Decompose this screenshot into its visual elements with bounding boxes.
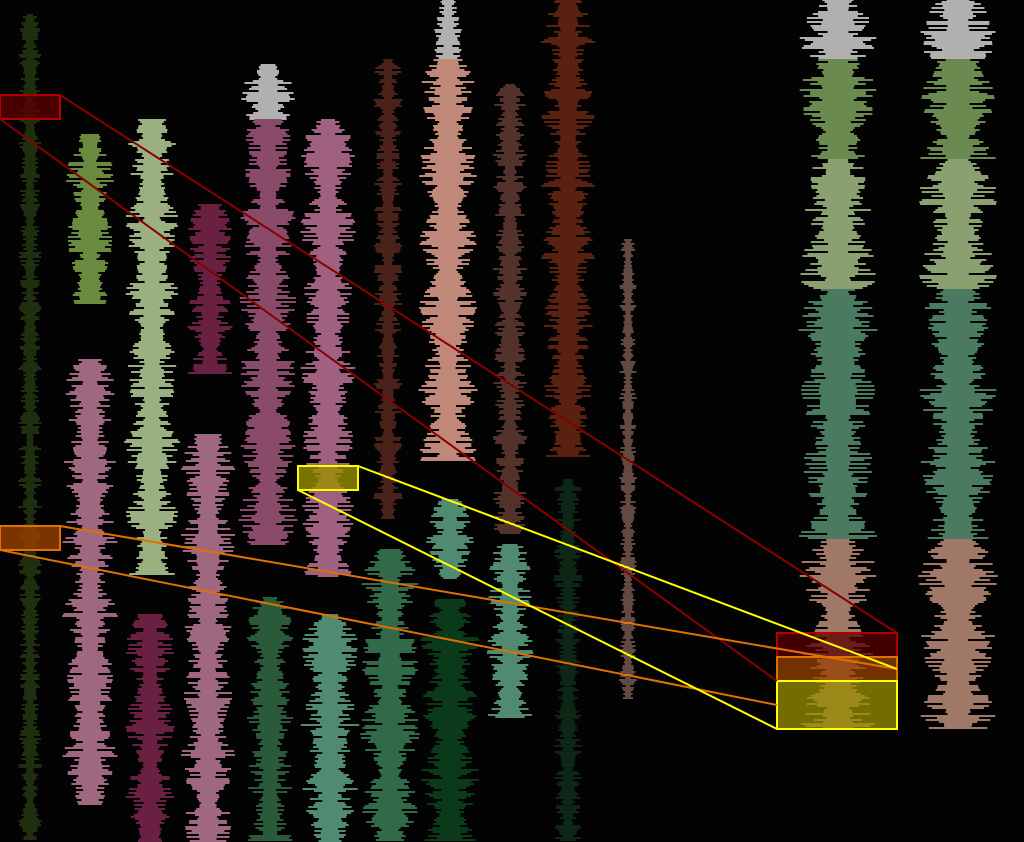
waveform-track-9 bbox=[434, 0, 462, 59]
waveform-track-3 bbox=[124, 119, 180, 575]
overview-column-2-segment-3 bbox=[919, 159, 997, 289]
waveform-track-2 bbox=[66, 134, 114, 304]
waveform-track-12 bbox=[540, 0, 596, 457]
overview-column-1-segment-4 bbox=[798, 289, 878, 539]
zoom-box-red[interactable] bbox=[776, 632, 898, 658]
waveform-track-14 bbox=[62, 359, 118, 805]
waveform-track-16 bbox=[181, 434, 235, 842]
waveform-track-10 bbox=[418, 59, 478, 461]
connector-yellow-bottom bbox=[297, 489, 778, 730]
overview-column-2-segment-1 bbox=[920, 0, 996, 59]
zoom-box-yellow[interactable] bbox=[776, 680, 898, 730]
overview-column-1-segment-3 bbox=[800, 159, 876, 289]
zoom-box-orange[interactable] bbox=[776, 656, 898, 682]
waveform-track-15 bbox=[125, 614, 175, 842]
waveform-track-23 bbox=[553, 479, 583, 841]
waveform-track-11 bbox=[492, 84, 528, 534]
selection-box-yellow[interactable] bbox=[297, 465, 359, 491]
waveform-track-21 bbox=[420, 599, 480, 841]
connector-orange-bottom bbox=[0, 549, 778, 706]
waveform-track-18 bbox=[300, 614, 360, 842]
waveform-track-5 bbox=[241, 64, 295, 120]
selection-box-orange[interactable] bbox=[0, 525, 61, 551]
waveform-track-6 bbox=[238, 119, 298, 545]
waveform-track-22 bbox=[486, 544, 534, 718]
overview-column-2-segment-5 bbox=[918, 539, 998, 729]
overview-column-1-segment-2 bbox=[799, 59, 877, 159]
overview-column-2-segment-2 bbox=[920, 59, 996, 159]
overview-column-2-segment-4 bbox=[919, 289, 997, 539]
connector-orange-top bbox=[59, 525, 898, 670]
connector-yellow-top bbox=[357, 465, 898, 670]
connector-red-top bbox=[59, 94, 898, 634]
waveform-track-4 bbox=[187, 204, 233, 374]
waveform-track-17 bbox=[246, 597, 294, 841]
overview-column-1-segment-1 bbox=[799, 0, 877, 59]
waveform-track-8 bbox=[373, 59, 403, 519]
waveform-track-13 bbox=[619, 239, 637, 699]
waveform-track-1 bbox=[18, 14, 42, 840]
selection-box-red[interactable] bbox=[0, 94, 61, 120]
connector-red-bottom bbox=[0, 118, 778, 682]
waveform-track-19 bbox=[360, 549, 420, 841]
waveform-track-7 bbox=[300, 119, 356, 577]
